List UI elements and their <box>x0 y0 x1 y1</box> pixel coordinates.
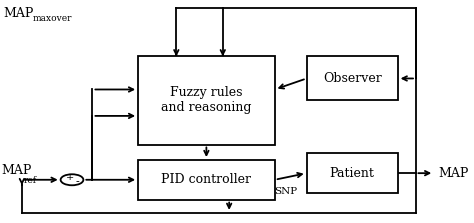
Bar <box>307 153 398 193</box>
Text: MAP: MAP <box>439 167 469 180</box>
Text: Patient: Patient <box>330 167 374 180</box>
Text: PID controller: PID controller <box>161 173 251 186</box>
Bar <box>138 56 275 145</box>
Bar <box>307 56 398 101</box>
Bar <box>138 160 275 200</box>
Text: maxover: maxover <box>32 14 72 23</box>
Circle shape <box>61 174 83 185</box>
Text: MAP: MAP <box>4 7 34 20</box>
Text: -: - <box>75 177 79 187</box>
Text: SNP: SNP <box>274 188 298 196</box>
Text: Observer: Observer <box>323 72 382 85</box>
Text: MAP: MAP <box>1 164 32 178</box>
Text: ref: ref <box>23 176 36 185</box>
Text: Fuzzy rules
and reasoning: Fuzzy rules and reasoning <box>161 87 252 114</box>
Text: +: + <box>65 173 74 182</box>
